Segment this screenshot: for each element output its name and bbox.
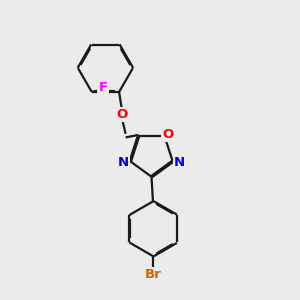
Text: O: O: [162, 128, 173, 141]
Text: Br: Br: [145, 268, 161, 281]
Text: N: N: [174, 156, 185, 169]
Text: F: F: [98, 81, 108, 94]
Text: N: N: [118, 156, 129, 169]
Text: O: O: [116, 108, 128, 121]
